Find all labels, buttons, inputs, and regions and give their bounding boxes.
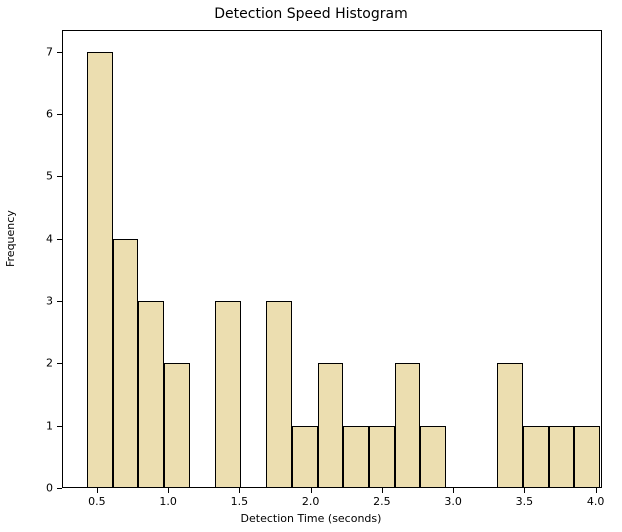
y-tick-mark — [57, 363, 62, 364]
chart-title: Detection Speed Histogram — [0, 6, 622, 22]
histogram-bar — [497, 363, 523, 488]
histogram-bar — [215, 301, 241, 488]
y-tick-mark — [57, 301, 62, 302]
histogram-bar — [292, 426, 318, 488]
x-tick-mark — [311, 488, 312, 493]
histogram-bar — [420, 426, 446, 488]
histogram-bar — [574, 426, 600, 488]
histogram-bar — [369, 426, 395, 488]
y-tick-mark — [57, 52, 62, 53]
x-tick-label: 1.0 — [159, 495, 177, 508]
x-tick-mark — [168, 488, 169, 493]
y-tick-label: 7 — [39, 45, 53, 58]
y-tick-label: 4 — [39, 232, 53, 245]
x-axis-label: Detection Time (seconds) — [0, 512, 622, 525]
histogram-bar — [343, 426, 369, 488]
histogram-bar — [164, 363, 190, 488]
y-tick-label: 1 — [39, 419, 53, 432]
chart-container: Detection Speed Histogram Frequency 0.5 1… — [0, 0, 622, 532]
x-tick-label: 1.5 — [231, 495, 249, 508]
y-tick-mark — [57, 114, 62, 115]
histogram-bar — [523, 426, 549, 488]
x-tick-mark — [239, 488, 240, 493]
histogram-bar — [395, 363, 421, 488]
histogram-bar — [318, 363, 344, 488]
y-tick-mark — [57, 176, 62, 177]
x-tick-mark — [453, 488, 454, 493]
x-tick-label: 3.0 — [444, 495, 462, 508]
y-tick-label: 2 — [39, 357, 53, 370]
histogram-bar — [266, 301, 292, 488]
y-tick-mark — [57, 239, 62, 240]
histogram-bar — [138, 301, 164, 488]
x-tick-mark — [382, 488, 383, 493]
histogram-bar — [87, 52, 113, 488]
x-tick-label: 2.0 — [302, 495, 320, 508]
y-tick-mark — [57, 426, 62, 427]
histogram-bar — [113, 239, 139, 488]
y-axis-label: Frequency — [4, 251, 20, 267]
plot-area — [62, 30, 602, 488]
histogram-bar — [549, 426, 575, 488]
x-tick-label: 0.5 — [88, 495, 106, 508]
x-tick-mark — [596, 488, 597, 493]
y-tick-label: 3 — [39, 295, 53, 308]
x-tick-mark — [97, 488, 98, 493]
y-tick-label: 6 — [39, 108, 53, 121]
x-tick-label: 2.5 — [373, 495, 391, 508]
x-tick-label: 4.0 — [587, 495, 605, 508]
y-tick-label: 5 — [39, 170, 53, 183]
y-tick-label: 0 — [39, 482, 53, 495]
x-tick-mark — [524, 488, 525, 493]
y-tick-mark — [57, 488, 62, 489]
x-tick-label: 3.5 — [516, 495, 534, 508]
